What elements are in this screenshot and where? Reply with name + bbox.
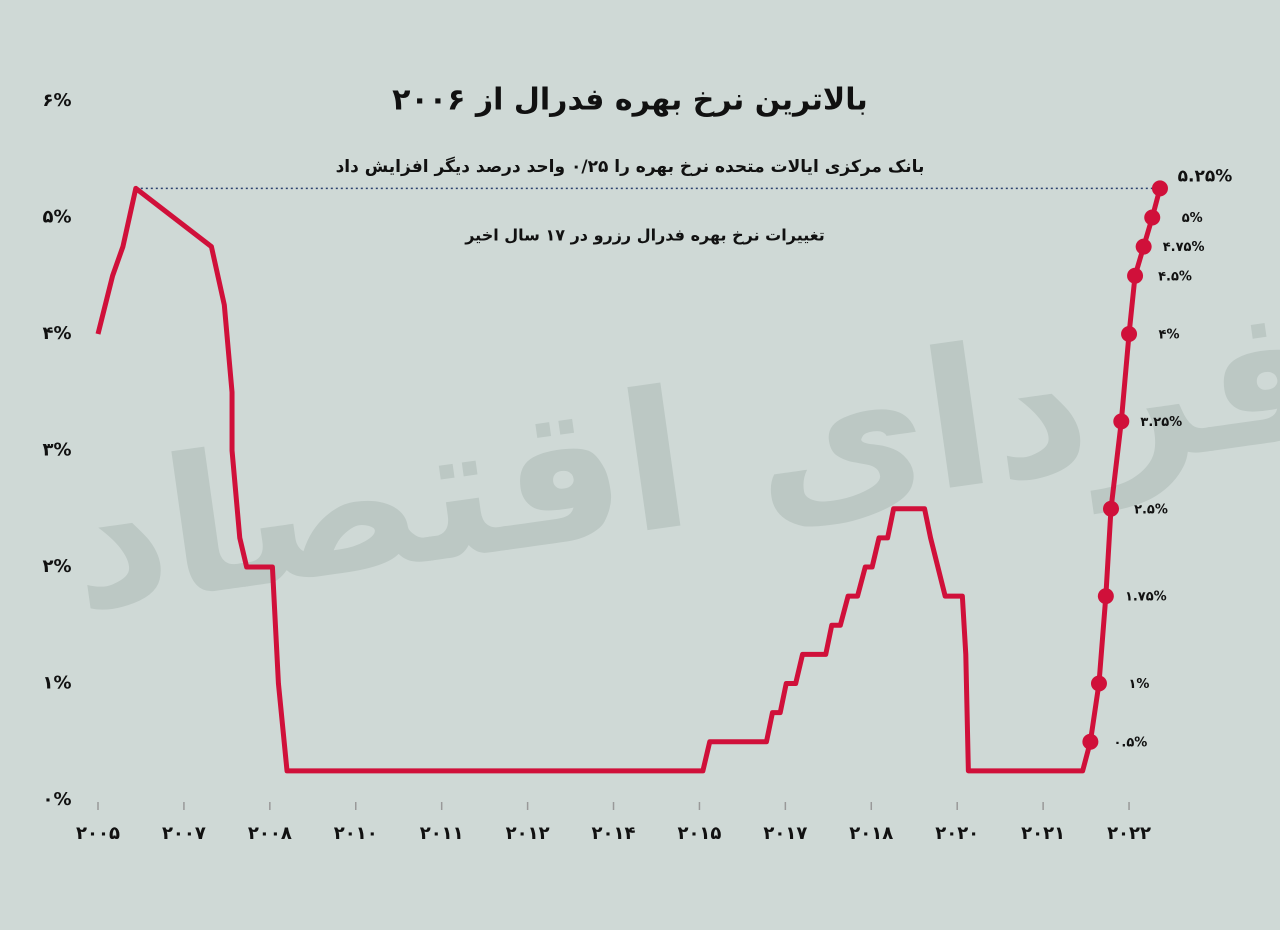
- x-tick-label: ۲۰۲۰: [935, 823, 979, 844]
- x-tick-label: ۲۰۲۱: [1021, 823, 1065, 844]
- y-tick-label: ۰%: [42, 789, 71, 810]
- value-label: ۴.۵%: [1158, 269, 1192, 284]
- x-tick-label: ۲۰۱۵: [677, 823, 721, 844]
- value-label: ۵%: [1182, 211, 1203, 226]
- value-label: ۱%: [1128, 677, 1149, 692]
- x-tick-label: ۲۰۰۸: [248, 823, 292, 844]
- rate-point: [1082, 733, 1099, 750]
- y-tick-label: ۴%: [42, 323, 71, 344]
- rate-point: [1097, 588, 1114, 605]
- x-tick-label: ۲۰۱۲: [506, 823, 550, 844]
- x-tick-label: ۲۰۰۷: [162, 823, 206, 844]
- rate-point: [1102, 500, 1119, 517]
- value-label: ۵.۲۵%: [1178, 166, 1233, 186]
- y-tick-label: ۵%: [42, 207, 71, 228]
- x-tick-label: ۲۰۰۵: [76, 823, 120, 844]
- rate-point: [1151, 180, 1168, 197]
- x-tick-label: ۲۰۱۱: [420, 823, 464, 844]
- rate-point: [1090, 675, 1107, 692]
- x-tick-label: ۲۰۱۸: [849, 823, 893, 844]
- x-tick-label: ۲۰۱۴: [592, 823, 636, 844]
- value-label: ۱.۷۵%: [1125, 590, 1167, 605]
- x-tick-label: ۲۰۱۷: [763, 823, 807, 844]
- chart-title: بالاترین نرخ بهره فدرال از ۲۰۰۶: [392, 83, 868, 118]
- rate-point: [1113, 413, 1130, 430]
- value-label: ۳.۲۵%: [1140, 415, 1182, 430]
- rate-point: [1121, 326, 1138, 342]
- value-label: ۰.۵%: [1113, 735, 1147, 750]
- y-tick-label: ۳%: [42, 440, 71, 461]
- rate-point: [1127, 267, 1144, 284]
- annotation: تغییرات نرخ بهره فدرال رزرو در ۱۷ سال اخ…: [464, 226, 825, 245]
- value-label: ۴.۷۵%: [1163, 240, 1205, 255]
- rate-point: [1135, 238, 1152, 255]
- rate-point: [1144, 209, 1161, 226]
- value-label: ۴%: [1159, 328, 1180, 343]
- value-label: ۲.۵%: [1134, 502, 1168, 517]
- rate-line: [95, 185, 1163, 774]
- chart-subtitle: بانک مرکزی ایالات متحده نرخ بهره را ۰/۲۵…: [336, 156, 925, 177]
- y-tick-label: ۱%: [42, 673, 71, 694]
- x-tick-label: ۲۰۲۲: [1107, 823, 1151, 844]
- y-tick-label: ۲%: [42, 556, 71, 577]
- x-tick-label: ۲۰۱۰: [334, 823, 378, 844]
- y-tick-label: ۶%: [42, 90, 71, 111]
